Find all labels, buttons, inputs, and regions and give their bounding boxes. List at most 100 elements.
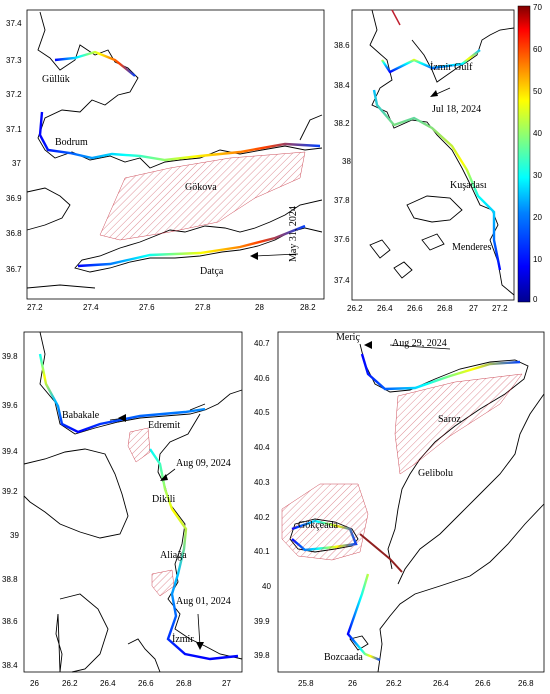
coastline-south <box>26 284 96 289</box>
concentration-band-bozcaada <box>346 573 381 662</box>
coastline-peninsula <box>127 638 161 673</box>
place-gulluk: Güllük <box>42 74 70 85</box>
colorbar-tick-label: 40 <box>533 129 542 138</box>
coastline-bodrum <box>37 11 323 169</box>
y-axis: 38.6 38.4 38.2 38 37.8 37.6 37.4 <box>334 41 351 285</box>
y-tick-label: 39.6 <box>2 401 18 410</box>
x-tick-label: 28.2 <box>300 303 316 312</box>
place-gokova: Gökova <box>185 182 217 193</box>
coastline-saroz-north <box>359 343 529 570</box>
x-tick-label: 26.6 <box>407 304 423 313</box>
coastline-chios <box>55 593 109 673</box>
arrow-head-icon <box>364 341 372 349</box>
plot-frame <box>351 9 515 301</box>
y-tick-label: 37.8 <box>334 196 350 205</box>
x-tick-label: 27.2 <box>27 303 43 312</box>
y-tick-label: 39.4 <box>2 447 18 456</box>
coastline-islands <box>369 233 445 279</box>
y-tick-label: 37.3 <box>6 56 22 65</box>
y-tick-label: 39.9 <box>254 617 270 626</box>
x-tick-label: 27.4 <box>83 303 99 312</box>
date-label: Jul 18, 2024 <box>432 104 481 115</box>
date-arrow <box>189 403 206 411</box>
slick-area-saroz <box>394 373 523 475</box>
y-tick-label: 37.4 <box>334 276 350 285</box>
place-menderes: Menderes <box>452 242 492 253</box>
y-tick-label: 37.1 <box>6 125 22 134</box>
y-tick-label: 39 <box>10 531 19 540</box>
map-panel-izmir: İzmir Gulf Kuşadası Menderes Jul 18, 202… <box>332 0 550 316</box>
date-label: May 31, 2024 <box>288 206 299 262</box>
place-dikili: Dikili <box>152 494 176 505</box>
coastline-datca <box>74 199 323 273</box>
coastline-izmir-gulf <box>411 27 515 83</box>
y-tick-label: 39.8 <box>2 352 18 361</box>
x-tick-label: 27.2 <box>492 304 508 313</box>
y-tick-label: 38.6 <box>2 617 18 626</box>
x-tick-label: 25.8 <box>298 679 314 688</box>
colorbar <box>517 5 531 303</box>
coastline-samos <box>406 195 463 223</box>
y-tick-label: 36.7 <box>6 265 22 274</box>
coastline-east <box>299 114 323 141</box>
y-tick-label: 39.8 <box>254 651 270 660</box>
y-tick-label: 40.5 <box>254 408 270 417</box>
place-babakale: Babakale <box>62 410 100 421</box>
x-tick-label: 26.8 <box>437 304 453 313</box>
place-izmir-gulf: İzmir Gulf <box>430 61 473 73</box>
y-axis: 40.7 40.6 40.5 40.4 40.3 40.2 40.1 40 39… <box>254 339 271 660</box>
place-edremit: Edremit <box>148 420 180 431</box>
izmir-map: İzmir Gulf Kuşadası Menderes Jul 18, 202… <box>334 3 542 313</box>
y-tick-label: 40.6 <box>254 374 270 383</box>
map-panel-edremit: Babakale Edremit Dikili Aliağa İzmir Aug… <box>0 324 248 694</box>
colorbar-tick-label: 70 <box>533 3 542 12</box>
map-panel-saroz: Meriç Saroz Gelibolu Gökçeada Bozcaada A… <box>250 324 550 694</box>
colorbar-tick-label: 50 <box>533 87 542 96</box>
concentration-band-dikili <box>149 448 239 661</box>
y-tick-label: 38.8 <box>2 575 18 584</box>
slick-area-edremit <box>127 427 151 463</box>
date-arrow <box>197 613 201 647</box>
coastline-gallipoli <box>397 393 545 585</box>
date-arrow <box>254 253 299 257</box>
date-arrow <box>389 344 451 350</box>
slick-area-aliaga <box>151 569 175 597</box>
colorbar-tick-label: 20 <box>533 213 542 222</box>
x-axis: 26 26.2 26.4 26.6 26.8 27 <box>30 679 231 688</box>
x-tick-label: 26 <box>348 679 357 688</box>
x-tick-label: 26.6 <box>138 679 154 688</box>
y-tick-label: 37.6 <box>334 235 350 244</box>
coastline-asia <box>377 503 545 673</box>
concentration-band-south <box>77 224 306 268</box>
x-tick-label: 26.4 <box>433 679 449 688</box>
concentration-band-gulf <box>381 49 481 74</box>
arrow-head-icon <box>160 474 168 481</box>
x-tick-label: 26 <box>30 679 39 688</box>
concentration-band-saroz <box>360 353 521 391</box>
x-tick-label: 26.2 <box>347 304 363 313</box>
place-bodrum: Bodrum <box>55 137 88 148</box>
colorbar-tick-label: 60 <box>533 45 542 54</box>
x-tick-label: 28 <box>255 303 264 312</box>
x-tick-label: 26.2 <box>386 679 402 688</box>
y-axis: 39.8 39.6 39.4 39.2 39 38.8 38.6 38.4 <box>2 352 19 670</box>
y-tick-label: 40.4 <box>254 443 270 452</box>
plot-frame <box>277 331 545 673</box>
x-tick-label: 26.2 <box>62 679 78 688</box>
slick-area-gokceada <box>281 483 369 561</box>
slick-trace <box>391 9 401 26</box>
y-tick-label: 38.4 <box>334 81 350 90</box>
x-tick-label: 27.6 <box>139 303 155 312</box>
concentration-band-gullukshore <box>54 50 136 77</box>
edremit-map: Babakale Edremit Dikili Aliağa İzmir Aug… <box>2 331 243 688</box>
y-tick-label: 40.2 <box>254 513 270 522</box>
x-tick-label: 26.6 <box>475 679 491 688</box>
coastline-bozcaada <box>349 635 369 651</box>
x-tick-label: 27.8 <box>195 303 211 312</box>
place-datca: Datça <box>200 266 224 277</box>
x-tick-label: 26.4 <box>100 679 116 688</box>
colorbar-tick-label: 30 <box>533 171 542 180</box>
date-label-aug09: Aug 09, 2024 <box>176 458 231 469</box>
colorbar-tick-label: 0 <box>533 295 538 304</box>
y-tick-label: 38 <box>342 157 351 166</box>
